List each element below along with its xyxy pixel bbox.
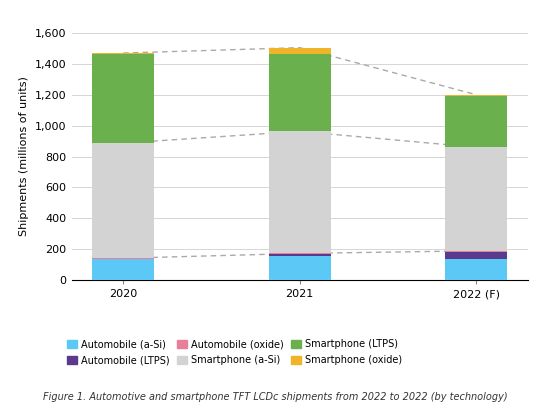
Bar bbox=[446, 147, 507, 251]
Y-axis label: Shipments (millions of units): Shipments (millions of units) bbox=[19, 77, 30, 236]
Bar bbox=[269, 131, 331, 253]
Bar bbox=[446, 251, 507, 252]
Bar bbox=[269, 54, 331, 131]
Bar bbox=[92, 54, 154, 143]
Bar bbox=[269, 48, 331, 54]
Bar bbox=[446, 259, 507, 280]
Bar bbox=[446, 95, 507, 96]
Bar bbox=[92, 259, 154, 280]
Bar bbox=[92, 53, 154, 54]
Bar bbox=[446, 96, 507, 147]
Bar bbox=[269, 254, 331, 256]
Bar bbox=[269, 256, 331, 280]
Text: Figure 1. Automotive and smartphone TFT LCDc shipments from 2022 to 2022 (by tec: Figure 1. Automotive and smartphone TFT … bbox=[43, 392, 507, 402]
Bar bbox=[269, 253, 331, 254]
Legend: Automobile (a-Si), Automobile (LTPS), Automobile (oxide), Smartphone (a-Si), Sma: Automobile (a-Si), Automobile (LTPS), Au… bbox=[67, 339, 402, 365]
Bar bbox=[446, 252, 507, 259]
Bar bbox=[92, 143, 154, 258]
